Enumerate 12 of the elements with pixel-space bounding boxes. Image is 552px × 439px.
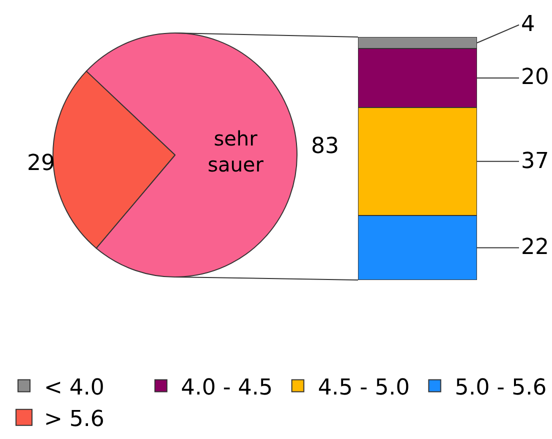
legend-label: 4.0 - 4.5 — [180, 375, 273, 400]
legend-label: < 4.0 — [44, 375, 104, 400]
data-label: 83 — [311, 134, 339, 159]
legend-label: 5.0 - 5.6 — [454, 375, 547, 400]
data-label: 4 — [521, 12, 535, 37]
data-label: 29 — [27, 151, 55, 176]
slice-label: sehr sauer — [208, 126, 264, 177]
legend-label: > 5.6 — [44, 406, 104, 432]
legend-label: 4.5 - 5.0 — [318, 375, 410, 400]
data-label: 22 — [521, 235, 549, 260]
data-label: 37 — [521, 149, 549, 174]
data-label: 20 — [521, 65, 549, 90]
